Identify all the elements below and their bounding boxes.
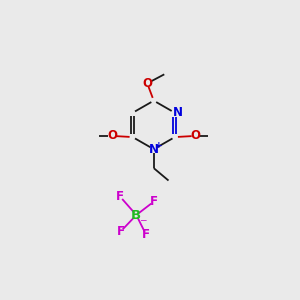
Text: B: B bbox=[131, 208, 141, 221]
Text: +: + bbox=[154, 141, 162, 150]
Text: N: N bbox=[173, 106, 183, 119]
Text: F: F bbox=[116, 225, 124, 238]
Text: −: − bbox=[139, 216, 147, 225]
Text: F: F bbox=[116, 190, 124, 203]
Text: F: F bbox=[142, 228, 150, 241]
Text: O: O bbox=[190, 129, 200, 142]
Text: F: F bbox=[150, 195, 158, 208]
Text: N: N bbox=[149, 143, 159, 156]
Text: O: O bbox=[142, 77, 152, 90]
Text: O: O bbox=[107, 129, 117, 142]
